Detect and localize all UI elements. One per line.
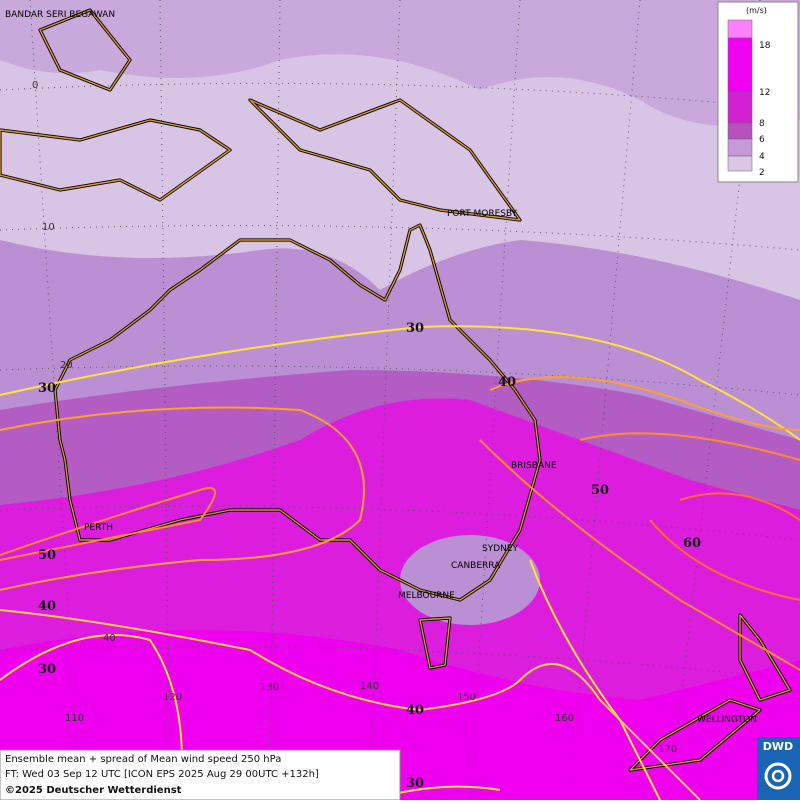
contour-label: 60 <box>683 536 701 551</box>
legend-swatch <box>727 155 753 172</box>
caption-line: Ensemble mean + spread of Mean wind spee… <box>5 754 281 765</box>
city-label: PORT MORESBY <box>447 209 518 219</box>
contour-50 <box>479 432 800 671</box>
legend-tick: 12 <box>759 88 770 98</box>
field-patch <box>400 535 540 625</box>
grid-label: 170 <box>658 744 677 755</box>
contour-40 <box>0 609 701 801</box>
city-label: BRISBANE <box>511 461 557 471</box>
legend-unit: (m/s) <box>746 6 767 15</box>
grid-label: 130 <box>260 682 279 693</box>
legend-swatch <box>727 37 753 93</box>
contour-label: 40 <box>406 703 424 718</box>
city-label: CANBERRA <box>451 561 501 571</box>
grid-label: 150 <box>457 692 476 703</box>
city-label: WELLINGTON <box>697 715 757 725</box>
grid-label: 110 <box>65 713 84 724</box>
grid-label: 40 <box>103 633 116 644</box>
contour-label: 50 <box>591 483 609 498</box>
contour-60 <box>649 492 800 601</box>
legend-swatch <box>727 19 753 39</box>
contour-label: 40 <box>498 375 516 390</box>
grid-label: 10 <box>42 222 55 233</box>
legend-tick: 18 <box>759 41 771 51</box>
contour-40 <box>489 376 800 431</box>
contours <box>0 325 800 801</box>
city-label: PERTH <box>84 523 113 533</box>
legend-swatch <box>727 91 753 124</box>
contour-label: 40 <box>38 599 56 614</box>
legend-tick: 4 <box>759 152 765 162</box>
caption: Ensemble mean + spread of Mean wind spee… <box>0 749 401 801</box>
logo-swirl <box>771 769 785 783</box>
field-patch <box>0 0 800 127</box>
contour-40 <box>0 406 365 591</box>
logo-box <box>757 737 800 800</box>
contour-label: 30 <box>38 662 56 677</box>
logo-swirl <box>764 762 792 790</box>
legend-tick: 8 <box>759 119 765 129</box>
caption-box <box>0 749 401 801</box>
contour-30 <box>0 325 800 441</box>
grid-label: 20 <box>60 360 73 371</box>
legend-swatch <box>727 138 753 157</box>
logo-text: DWD <box>763 740 793 753</box>
contour-label: 30 <box>406 321 424 336</box>
logo: DWD <box>757 737 800 800</box>
city-label: MELBOURNE <box>398 591 455 601</box>
legend: (m/s) 18 12 8 6 4 2 <box>717 1 799 183</box>
city-label: SYDNEY <box>482 544 519 554</box>
legend-swatch <box>727 122 753 140</box>
grid-label: 160 <box>555 713 574 724</box>
legend-tick: 2 <box>759 168 765 178</box>
grid-label: 0 <box>32 80 38 91</box>
caption-line: ©2025 Deutscher Wetterdienst <box>5 785 182 796</box>
grid-label: 140 <box>360 681 379 692</box>
caption-line: FT: Wed 03 Sep 12 UTC [ICON EPS 2025 Aug… <box>5 769 319 780</box>
contour-label: 50 <box>38 548 56 563</box>
contour-label: 30 <box>406 776 424 791</box>
contour-label: 30 <box>38 381 56 396</box>
grid-label: 120 <box>163 692 182 703</box>
legend-tick: 6 <box>759 135 765 145</box>
city-label: BANDAR SERI BEGAWAN <box>5 10 115 20</box>
contour-50 <box>0 487 216 561</box>
